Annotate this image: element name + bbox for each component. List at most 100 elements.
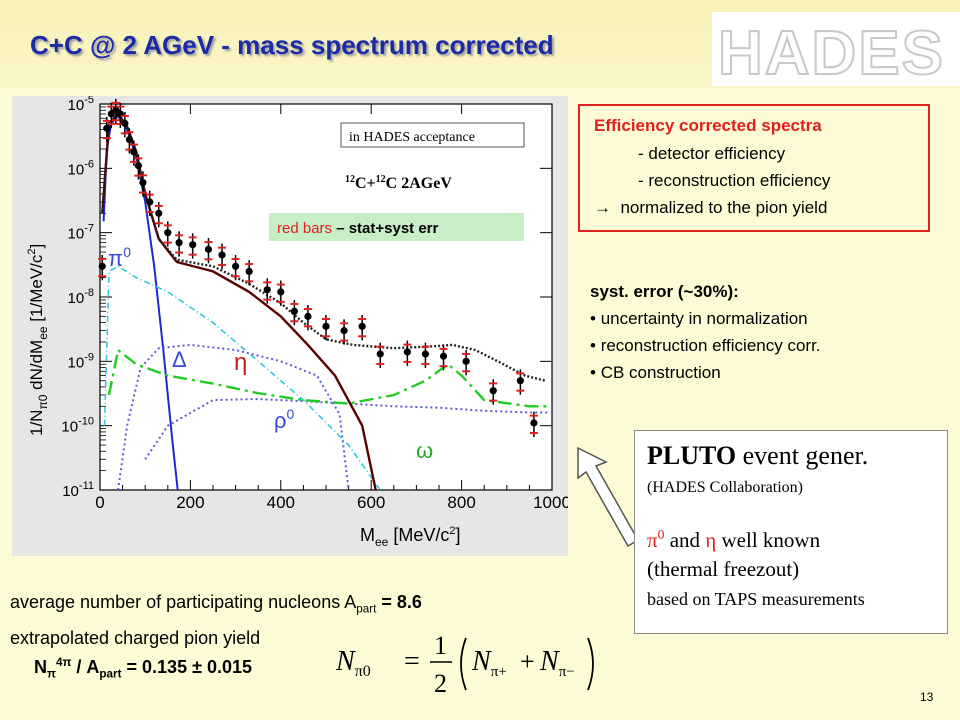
data-point <box>130 148 138 156</box>
delta-curve <box>103 265 381 491</box>
pluto-box: PLUTO event gener. (HADES Collaboration)… <box>634 430 948 634</box>
syst-error-box: syst. error (~30%): uncertainty in norma… <box>590 278 950 386</box>
efficiency-line-normalized: → normalized to the pion yield <box>594 194 827 221</box>
formula-numerator: 1 <box>434 631 447 660</box>
y-tick-label: 10-7 <box>68 223 94 243</box>
eta-curve-label: η <box>234 349 247 376</box>
data-point <box>103 124 111 132</box>
formula-right-paren <box>587 637 594 691</box>
formula-term1-N: N <box>471 646 492 677</box>
syst-error-item: CB construction <box>590 359 950 386</box>
pluto-line-taps: based on TAPS measurements <box>647 589 865 609</box>
pluto-and: and <box>664 528 706 552</box>
rho-curve-label-rho: ρ <box>274 408 287 433</box>
pluto-title-rest: event gener. <box>736 441 869 470</box>
y-axis-label-sub: π0 <box>36 394 50 409</box>
x-axis-label-unit-sup: 2 <box>449 525 455 537</box>
y-tick-exponent: -7 <box>84 223 94 235</box>
data-point <box>139 179 147 187</box>
system-label-c1: C+ <box>355 175 376 192</box>
pion-yield-sub2: part <box>99 667 122 681</box>
y-tick-label: 10-6 <box>68 158 94 178</box>
data-point <box>322 322 330 330</box>
y-tick-base: 10 <box>68 354 85 371</box>
right-arrow-icon: → <box>594 198 611 217</box>
formula-term2-N: N <box>539 646 560 677</box>
pi0-symbol-sup: 0 <box>657 527 665 542</box>
rho-curve-label-sup: 0 <box>287 406 295 422</box>
rho-curve <box>144 397 548 460</box>
y-tick-exponent: -9 <box>84 351 94 363</box>
x-tick-label: 0 <box>95 493 104 512</box>
pion-yield-number: = 0.135 ± 0.015 <box>121 657 252 677</box>
pion-yield-mid: / A <box>71 657 100 677</box>
red-bars-label-red: red bars <box>277 220 332 237</box>
pluto-subtitle: (HADES Collaboration) <box>647 479 803 496</box>
page-number: 13 <box>920 690 934 704</box>
x-axis-label-sub: ee <box>375 535 389 549</box>
y-axis-label-unit-end: ] <box>27 244 46 249</box>
data-point <box>245 267 253 275</box>
syst-error-item: uncertainty in normalization <box>590 305 950 332</box>
data-point <box>164 229 172 237</box>
data-point <box>530 419 538 427</box>
system-label-sup2: 12 <box>376 174 386 185</box>
data-point <box>403 348 411 356</box>
y-tick-label: 10-9 <box>68 351 94 371</box>
plot-svg: 0 200 400 600 800 1000 10-1110-1010-910-810-7… <box>12 96 568 556</box>
formula-left-paren <box>460 637 467 691</box>
efficiency-line-reconstruction: - reconstruction efficiency <box>638 171 831 190</box>
y-tick-exponent: -10 <box>78 416 94 428</box>
omega-curve-label: ω <box>416 438 433 463</box>
pluto-title-bold: PLUTO <box>647 441 737 470</box>
data-point <box>189 241 197 249</box>
y-axis-label-unit-sup: 2 <box>26 248 38 254</box>
data-point <box>489 387 497 395</box>
avg-participants-value: = 8.6 <box>376 592 422 612</box>
data-point <box>204 245 213 253</box>
data-point <box>376 350 384 358</box>
y-tick-base: 10 <box>62 483 79 500</box>
data-point <box>175 239 183 247</box>
data-point <box>125 135 133 144</box>
x-tick-label: 400 <box>267 493 295 512</box>
y-tick-label: 10-10 <box>61 416 94 436</box>
red-bars-label-rest: – stat+syst err <box>332 220 438 237</box>
efficiency-title: Efficiency corrected spectra <box>594 116 822 135</box>
formula-denominator: 2 <box>434 669 447 698</box>
pion-yield-label: extrapolated charged pion yield <box>10 628 261 648</box>
y-tick-label: 10-11 <box>62 480 94 500</box>
avg-participants-prefix: average number of participating nucleons… <box>10 592 357 612</box>
data-point <box>218 251 226 259</box>
y-tick-base: 10 <box>61 419 78 436</box>
y-tick-label: 10-8 <box>68 287 94 307</box>
data-point <box>263 286 271 294</box>
formula-lhs: Nπ0 <box>335 646 371 680</box>
pion-yield-sub: π <box>47 667 56 681</box>
y-axis-label-unit: [1/MeV/c <box>27 254 46 326</box>
efficiency-box: Efficiency corrected spectra - detector … <box>578 104 930 232</box>
delta-curve-label: Δ <box>172 347 187 372</box>
x-axis-label-unit-end: ] <box>456 525 461 545</box>
data-point <box>98 262 106 270</box>
y-tick-exponent: -8 <box>84 287 94 299</box>
y-tick-base: 10 <box>68 97 85 114</box>
system-label-energy: 2AGeV <box>397 175 452 192</box>
formula-term2: Nπ− <box>539 646 575 680</box>
data-point <box>340 327 348 335</box>
data-point <box>121 119 129 127</box>
hollow-arrow-shape <box>577 446 640 548</box>
syst-error-title: syst. error (~30%): <box>590 282 739 301</box>
data-point <box>421 350 430 358</box>
pi0-symbol: π <box>647 528 658 552</box>
x-axis-label-main: M <box>360 525 375 545</box>
y-tick-exponent: -5 <box>84 96 94 106</box>
formula-term1-sub: π+ <box>491 664 507 680</box>
pion-formula: Nπ0 = 1 2 Nπ+ + Nπ− <box>335 631 594 698</box>
rho-curve-label: ρ0 <box>274 406 295 433</box>
x-tick-label: 600 <box>357 493 385 512</box>
avg-participants-text: average number of participating nucleons… <box>10 592 422 616</box>
hades-logo: HADES <box>712 12 960 86</box>
hades-logo-text: HADES <box>718 19 945 86</box>
